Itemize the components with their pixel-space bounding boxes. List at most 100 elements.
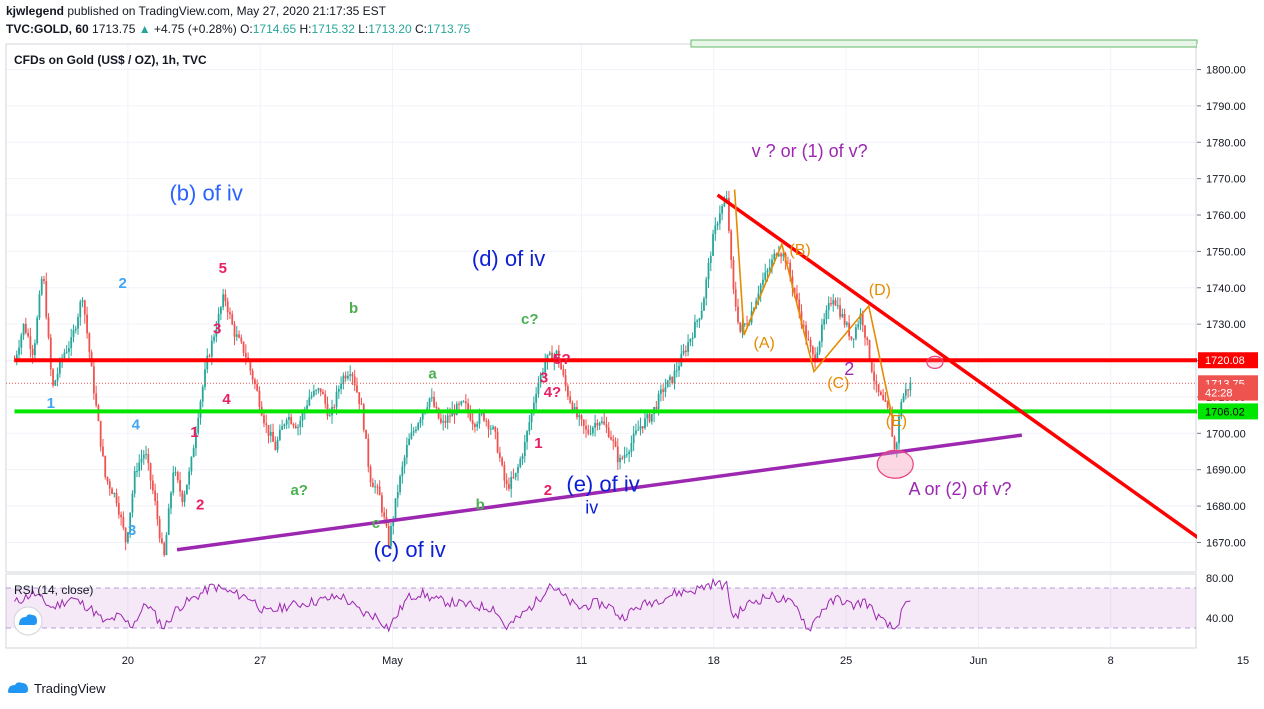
- candle-body: [88, 333, 91, 353]
- candle-body: [174, 472, 177, 474]
- candle-body: [689, 339, 692, 343]
- time-axis[interactable]: 20 27 May 11 18 25 Jun 8 15: [6, 647, 1249, 667]
- candle-body: [766, 270, 769, 273]
- candle-body: [226, 301, 229, 313]
- candle-body: [147, 454, 150, 464]
- candle-body: [396, 492, 399, 499]
- candle-body: [158, 519, 161, 539]
- candle-body: [523, 441, 526, 456]
- candle-body: [446, 415, 449, 423]
- pink-ellipse-low: [876, 449, 914, 479]
- candle-body: [469, 411, 472, 421]
- candle-body: [15, 354, 18, 361]
- candle-body: [492, 426, 494, 429]
- tv-cloud-icon: [19, 614, 37, 625]
- rsi-tick-label: 40.00: [1206, 613, 1234, 625]
- candle-body: [802, 325, 805, 327]
- candle-body: [74, 328, 77, 331]
- candle-body: [381, 495, 383, 513]
- candle-body: [603, 421, 606, 425]
- candle-body: [480, 413, 483, 415]
- candle-body: [322, 392, 324, 395]
- candle-body: [476, 423, 479, 427]
- candle-body: [789, 262, 792, 277]
- price-tick-label: 1780.00: [1206, 137, 1246, 149]
- candle-body: [301, 412, 304, 421]
- candle-body: [68, 348, 70, 352]
- candle-body: [442, 420, 445, 423]
- candle-body: [696, 320, 699, 322]
- candle-body: [433, 397, 435, 407]
- price-axis[interactable]: 1800.00 1790.00 1780.00 1770.00 1760.00 1750.…: [1197, 44, 1264, 648]
- candle-body: [793, 288, 796, 294]
- candle-body: [215, 329, 218, 337]
- candle-body: [213, 336, 215, 341]
- candle-body: [351, 374, 354, 377]
- candle-body: [571, 402, 574, 412]
- candle-body: [251, 370, 254, 380]
- high-value: 1715.32: [311, 22, 355, 36]
- candle-body: [487, 421, 490, 430]
- candle-body: [580, 415, 583, 420]
- candle-body: [383, 512, 386, 517]
- candle-body: [92, 366, 95, 394]
- candle-body: [285, 419, 288, 425]
- open-value: 1714.65: [252, 22, 297, 36]
- candle-body: [195, 432, 197, 449]
- ohlc-header: TVC:GOLD, 60 1713.75 ▲ +4.75 (+0.28%) O:…: [6, 22, 470, 36]
- price-label-text: 42:28: [1205, 388, 1233, 400]
- candle-body: [29, 336, 32, 349]
- time-tick-label: 8: [1108, 655, 1114, 667]
- candle-body: [249, 361, 252, 371]
- candle-body: [657, 393, 660, 410]
- time-tick-label: Jun: [970, 655, 988, 667]
- candle-body: [664, 387, 667, 392]
- candle-body: [238, 334, 240, 338]
- candle-body: [161, 538, 163, 543]
- candle-body: [77, 317, 79, 329]
- candle-body: [807, 338, 810, 341]
- candle-body: [163, 542, 166, 556]
- candle-body: [718, 213, 721, 224]
- line-orange-wave: [733, 189, 895, 423]
- candle-body: [671, 376, 674, 384]
- candle-body: [521, 455, 524, 460]
- candle-body: [201, 386, 204, 402]
- candle-body: [666, 380, 669, 388]
- candle-body: [870, 360, 873, 372]
- candle-body: [907, 389, 909, 391]
- candle-body: [607, 427, 610, 437]
- candle-body: [532, 402, 535, 411]
- time-tick-label: 27: [254, 655, 266, 667]
- candle-body: [669, 376, 671, 381]
- candle-body: [308, 397, 311, 406]
- candle-body: [573, 407, 576, 412]
- candle-body: [319, 388, 322, 393]
- candle-body: [859, 313, 862, 325]
- candle-body: [641, 426, 644, 429]
- candle-body: [762, 279, 764, 285]
- candle-body: [124, 527, 127, 543]
- candle-body: [34, 343, 36, 356]
- candle-body: [716, 223, 719, 226]
- candle-body: [857, 324, 860, 328]
- author-name[interactable]: kjwlegend: [6, 4, 65, 18]
- candle-body: [650, 414, 653, 422]
- candle-body: [832, 300, 835, 305]
- candle-body: [140, 458, 143, 463]
- wave-label: 4: [222, 391, 231, 408]
- price-tick-label: 1800.00: [1206, 65, 1246, 77]
- candle-body: [183, 494, 186, 503]
- candle-body: [106, 477, 109, 482]
- tradingview-footer[interactable]: TradingView: [6, 680, 106, 696]
- candle-body: [65, 351, 68, 353]
- candle-body: [104, 455, 107, 478]
- candle-body: [335, 391, 338, 408]
- candle-body: [274, 441, 277, 450]
- candle-body: [181, 491, 184, 503]
- candle-body: [619, 457, 621, 463]
- candle-body: [392, 518, 395, 527]
- candle-body: [768, 267, 771, 271]
